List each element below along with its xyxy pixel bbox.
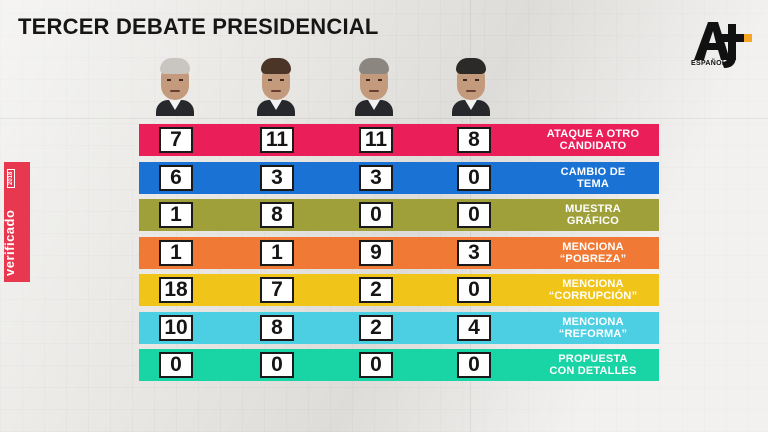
value-cell: 10: [159, 314, 193, 341]
category-label: PROPUESTA CON DETALLES: [549, 353, 637, 377]
value-cell: 7: [260, 277, 294, 303]
value-cell: 8: [457, 127, 491, 153]
category-label: CAMBIO DE TEMA: [560, 165, 626, 190]
value-cell: 8: [260, 202, 294, 228]
value-cell: 3: [359, 164, 393, 191]
candidate-3-portrait-icon: [355, 58, 393, 116]
value-cell: 0: [457, 202, 491, 228]
category-label: MENCIONA “REFORMA”: [558, 315, 628, 340]
value-cell: 7: [159, 127, 193, 153]
value-cell: 1: [260, 239, 294, 266]
category-label: MENCIONA “POBREZA”: [559, 240, 627, 265]
value-cell: 8: [260, 314, 294, 341]
candidate-4-portrait-icon: [452, 58, 490, 116]
verificado-label: verificado: [2, 209, 17, 276]
value-cell: 0: [457, 352, 491, 378]
table-row: 10 8 2 4 MENCIONA “REFORMA”: [139, 311, 659, 344]
value-cell: 2: [359, 314, 393, 341]
value-cell: 0: [359, 202, 393, 228]
value-cell: 0: [359, 352, 393, 378]
table-row: 0 0 0 0 PROPUESTA CON DETALLES: [139, 349, 659, 381]
value-cell: 6: [159, 164, 193, 191]
value-cell: 0: [457, 277, 491, 303]
value-cell: 11: [260, 127, 294, 153]
value-cell: 0: [457, 164, 491, 191]
category-label: ATAQUE A OTRO CANDIDATO: [546, 128, 640, 152]
paper-crease: [0, 118, 768, 119]
table-row: 18 7 2 0 MENCIONA “CORRUPCIÓN”: [139, 274, 659, 306]
aj-plus-logo-icon: [694, 22, 752, 68]
value-cell: 1: [159, 239, 193, 266]
table-row: 7 11 11 8 ATAQUE A OTRO CANDIDATO: [139, 124, 659, 156]
value-cell: 9: [359, 239, 393, 266]
table-row: 1 1 9 3 MENCIONA “POBREZA”: [139, 236, 659, 269]
value-cell: 0: [260, 352, 294, 378]
value-cell: 4: [457, 314, 491, 341]
value-cell: 11: [359, 127, 393, 153]
candidate-2-portrait-icon: [257, 58, 295, 116]
accent-square: [744, 34, 752, 42]
candidate-1-portrait-icon: [156, 58, 194, 116]
verificado-year: 2018: [7, 168, 15, 188]
category-label: MUESTRA GRÁFICO: [565, 203, 621, 227]
value-cell: 3: [457, 239, 491, 266]
value-cell: 3: [260, 164, 294, 191]
verificado-tag: [4, 162, 30, 282]
value-cell: 2: [359, 277, 393, 303]
logo-sublabel: ESPAÑOL: [691, 60, 727, 67]
value-cell: 1: [159, 202, 193, 228]
table-row: 1 8 0 0 MUESTRA GRÁFICO: [139, 199, 659, 231]
table-row: 6 3 3 0 CAMBIO DE TEMA: [139, 161, 659, 194]
value-cell: 18: [159, 277, 193, 303]
page-title: TERCER DEBATE PRESIDENCIAL: [18, 14, 379, 39]
category-label: MENCIONA “CORRUPCIÓN”: [548, 278, 638, 302]
value-cell: 0: [159, 352, 193, 378]
